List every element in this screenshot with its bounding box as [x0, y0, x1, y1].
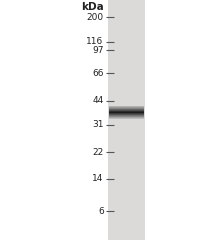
- Text: 200: 200: [87, 13, 104, 22]
- Text: 66: 66: [92, 69, 104, 78]
- Text: 31: 31: [92, 120, 104, 129]
- Text: 116: 116: [86, 37, 104, 47]
- Text: 6: 6: [98, 207, 104, 216]
- Text: kDa: kDa: [81, 2, 104, 12]
- Text: 14: 14: [92, 174, 104, 183]
- Bar: [108, 0, 145, 240]
- Text: 44: 44: [92, 96, 104, 105]
- Text: 22: 22: [92, 148, 104, 157]
- Text: 97: 97: [92, 46, 104, 55]
